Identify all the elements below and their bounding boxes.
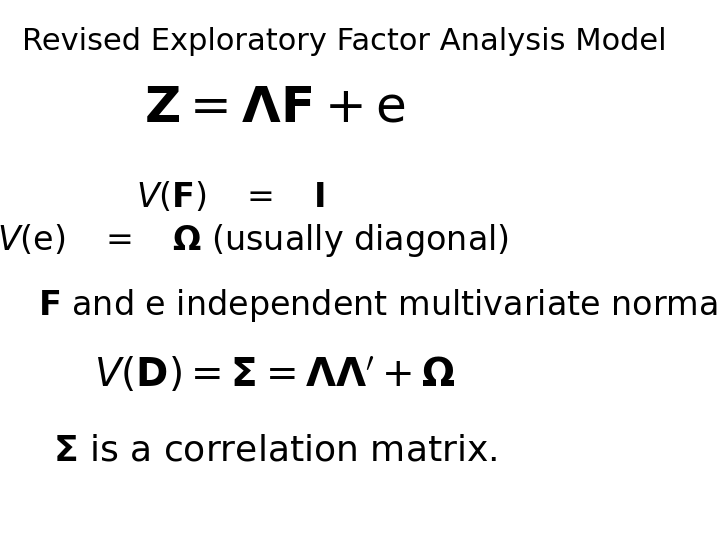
Text: $V(\mathrm{e}) \quad = \quad \boldsymbol{\Omega}$ (usually diagonal): $V(\mathrm{e}) \quad = \quad \boldsymbol… — [0, 222, 509, 259]
Text: $\boldsymbol{\Sigma}$ is a correlation matrix.: $\boldsymbol{\Sigma}$ is a correlation m… — [53, 434, 497, 468]
Text: $\mathbf{F}$ and $\mathrm{e}$ independent multivariate normal: $\mathbf{F}$ and $\mathrm{e}$ independen… — [38, 287, 720, 323]
Text: $V(\mathbf{D}) = \boldsymbol{\Sigma} = \boldsymbol{\Lambda}\boldsymbol{\Lambda}': $V(\mathbf{D}) = \boldsymbol{\Sigma} = \… — [94, 356, 456, 395]
Text: $\mathbf{Z} = \boldsymbol{\Lambda}\mathbf{F} + \mathrm{e}$: $\mathbf{Z} = \boldsymbol{\Lambda}\mathb… — [144, 84, 406, 132]
Text: $V(\mathbf{F}) \quad = \quad \mathbf{I}$: $V(\mathbf{F}) \quad = \quad \mathbf{I}$ — [136, 180, 325, 214]
Text: Revised Exploratory Factor Analysis Model: Revised Exploratory Factor Analysis Mode… — [22, 27, 667, 56]
